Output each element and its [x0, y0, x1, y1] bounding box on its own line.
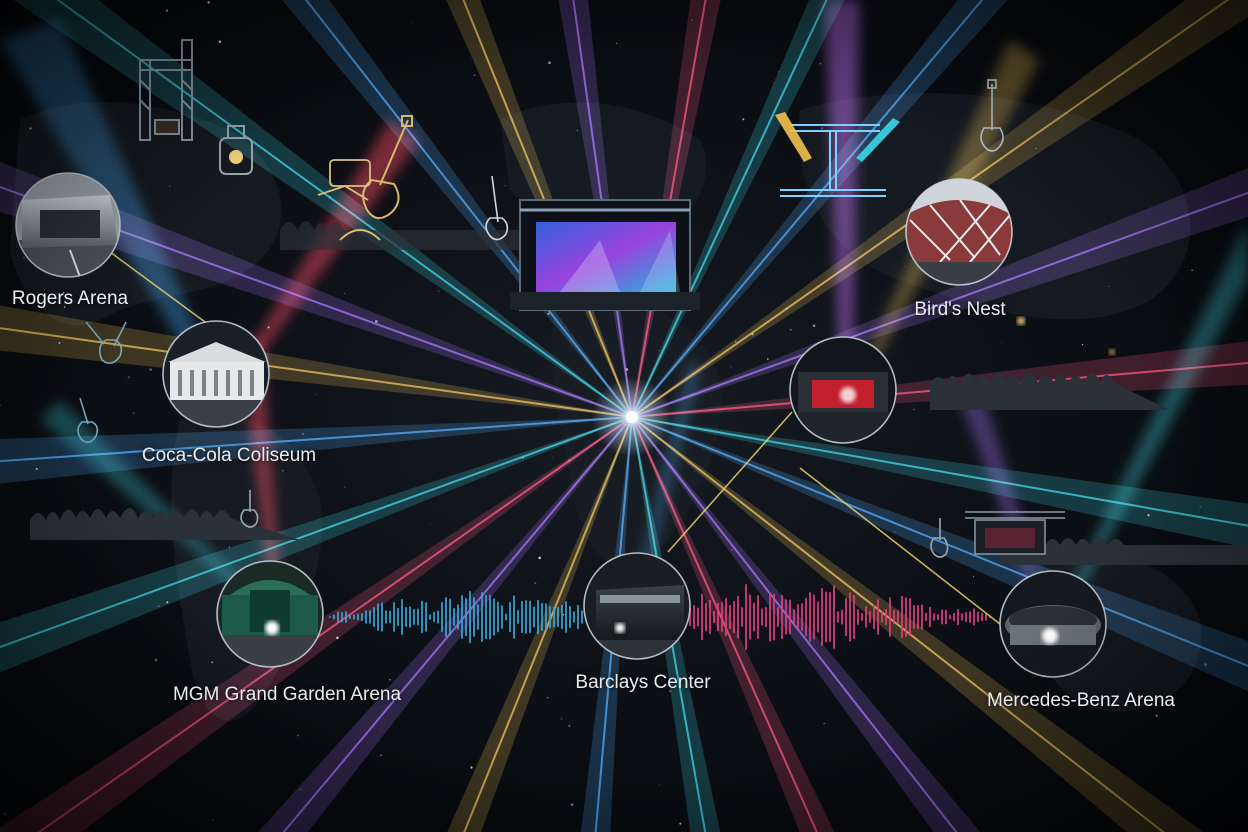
- star: [343, 292, 346, 295]
- star: [1197, 427, 1198, 429]
- star: [789, 328, 792, 332]
- star: [534, 581, 537, 585]
- star: [281, 469, 284, 472]
- venue-thumbnail-rogers[interactable]: [15, 172, 121, 278]
- venue-label-barclays-center: Barclays Center: [575, 672, 711, 693]
- star: [1108, 286, 1110, 288]
- star: [168, 185, 171, 188]
- star: [218, 40, 222, 44]
- star: [560, 718, 563, 720]
- star: [29, 127, 32, 130]
- venue-thumbnail-mgm-grand[interactable]: [216, 560, 324, 668]
- star: [1001, 342, 1003, 344]
- star: [504, 184, 507, 187]
- venue-thumbnail-mercedes-benz-arena[interactable]: [999, 570, 1107, 678]
- star: [211, 819, 214, 821]
- star: [679, 822, 682, 825]
- star: [438, 290, 440, 292]
- star: [367, 830, 368, 832]
- main-stage-icon: [510, 199, 700, 311]
- star: [1191, 269, 1193, 272]
- star: [812, 324, 816, 327]
- star: [1155, 714, 1158, 717]
- star: [228, 546, 231, 548]
- star: [819, 62, 822, 65]
- star: [546, 696, 549, 699]
- star: [548, 61, 551, 65]
- star: [470, 766, 473, 769]
- bokeh-lights: [1017, 317, 1115, 355]
- venue-thumbnail-barclays-center[interactable]: [583, 552, 691, 660]
- star: [766, 358, 769, 360]
- star: [430, 524, 431, 525]
- star: [615, 42, 618, 44]
- star: [132, 412, 135, 414]
- star: [344, 486, 346, 488]
- star: [570, 803, 574, 806]
- star: [23, 256, 25, 259]
- star: [576, 129, 579, 132]
- star: [742, 118, 745, 121]
- star: [211, 661, 214, 664]
- star: [210, 30, 211, 32]
- star: [165, 9, 169, 12]
- star: [1081, 343, 1084, 346]
- star: [693, 471, 695, 473]
- star: [730, 366, 732, 368]
- star: [3, 813, 6, 816]
- star: [538, 556, 542, 560]
- star: [658, 350, 660, 352]
- venue-label-mercedes-benz-arena: Mercedes-Benz Arena: [987, 690, 1175, 711]
- star: [568, 724, 571, 727]
- star: [913, 408, 915, 410]
- star: [296, 734, 299, 737]
- venue-label-mgm-grand-garden-arena: MGM Grand Garden Arena: [172, 684, 402, 705]
- star: [316, 394, 317, 395]
- star: [823, 722, 825, 725]
- star: [772, 82, 774, 84]
- star: [389, 678, 391, 681]
- star: [473, 74, 476, 77]
- star: [149, 368, 153, 371]
- venue-label-coca-cola-coliseum: Coca-Cola Coliseum: [141, 445, 317, 466]
- star: [904, 265, 906, 267]
- venue-thumbnail-coca-cola-coliseum[interactable]: [162, 320, 270, 428]
- star: [821, 127, 824, 130]
- star: [658, 784, 660, 786]
- star: [412, 22, 413, 24]
- star: [380, 754, 383, 757]
- star: [207, 1, 210, 4]
- venue-thumbnail-birds-nest[interactable]: [905, 178, 1013, 286]
- star: [0, 404, 1, 407]
- star: [154, 658, 158, 662]
- star: [232, 252, 233, 254]
- star: [552, 456, 554, 458]
- star: [95, 732, 97, 734]
- venue-thumbnail-unlabeled[interactable]: [789, 336, 897, 444]
- star: [127, 376, 130, 379]
- star: [1115, 472, 1117, 474]
- venue-label-birds-nest: Bird's Nest: [914, 299, 1006, 320]
- central-light-hub: [592, 377, 672, 457]
- star: [972, 576, 975, 578]
- star: [596, 344, 597, 346]
- venue-label-rogers-arena: Rogers Arena: [11, 288, 129, 309]
